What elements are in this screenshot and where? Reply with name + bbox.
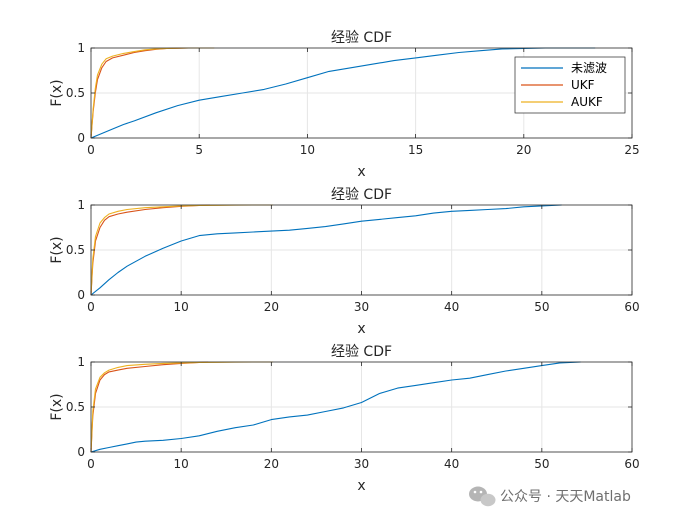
watermark-text: 公众号 · 天天Matlab [500,489,631,505]
subplot-2-xtick-label-3: 30 [354,300,369,314]
subplot-3-xlabel: x [357,478,365,494]
wechat-icon [469,486,496,507]
subplot-1-xtick-label-4: 20 [516,143,531,157]
subplot-2-ytick-label-0: 0 [77,288,85,302]
subplot-3-xtick-label-3: 30 [354,457,369,471]
subplot-1-ylabel: F(x) [49,79,65,106]
subplot-2-xtick-label-5: 50 [534,300,549,314]
subplot-2-xtick-label-0: 0 [87,300,95,314]
watermark: 公众号 · 天天Matlab [469,486,631,507]
subplot-3-xtick-label-0: 0 [87,457,95,471]
subplot-1-xtick-label-5: 25 [624,143,639,157]
subplot-2-xtick-label-6: 60 [624,300,639,314]
subplot-3-xtick-label-5: 50 [534,457,549,471]
subplot-3-title: 经验 CDF [331,344,392,360]
subplot-2-ylabel: F(x) [49,236,65,263]
subplot-3-xtick-label-1: 10 [174,457,189,471]
subplot-2-xtick-label-4: 40 [444,300,459,314]
subplot-1-xtick-label-2: 10 [300,143,315,157]
subplot-3-xtick-label-4: 40 [444,457,459,471]
legend-label-UKF: UKF [571,78,595,92]
subplot-3-series-未滤波 [90,361,581,453]
subplot-2-xtick-label-1: 10 [174,300,189,314]
subplot-1-xtick-label-3: 15 [408,143,423,157]
subplot-2-xtick-label-2: 20 [264,300,279,314]
subplot-3-ytick-label-2: 1 [77,355,85,369]
subplot-3-ytick-label-1: 0.5 [66,400,85,414]
subplot-1-title: 经验 CDF [331,30,392,46]
subplot-1-ytick-label-2: 1 [77,41,85,55]
subplot-3-ylabel: F(x) [49,393,65,420]
subplot-2-xlabel: x [357,321,365,337]
subplot-3-xtick-label-6: 60 [624,457,639,471]
subplot-1-xtick-label-0: 0 [87,143,95,157]
subplot-2-title: 经验 CDF [331,187,392,203]
subplot-3-ytick-label-0: 0 [77,445,85,459]
subplot-1-xtick-label-1: 5 [195,143,203,157]
legend-label-AUKF: AUKF [571,95,603,109]
subplot-1-xlabel: x [357,164,365,180]
subplot-1-series-未滤波 [90,47,596,139]
subplot-1-ytick-label-1: 0.5 [66,86,85,100]
legend-label-未滤波: 未滤波 [571,61,607,75]
subplot-2-ytick-label-1: 0.5 [66,243,85,257]
subplot-1-ytick-label-0: 0 [77,131,85,145]
subplot-2-ytick-label-2: 1 [77,198,85,212]
subplot-2-series-未滤波 [90,204,562,296]
subplot-3-xtick-label-2: 20 [264,457,279,471]
